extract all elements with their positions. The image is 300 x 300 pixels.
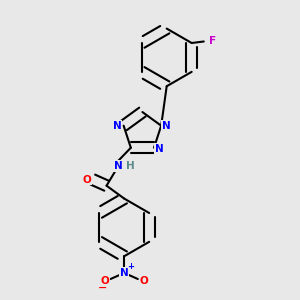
Text: O: O xyxy=(100,275,109,286)
Text: H: H xyxy=(126,161,135,171)
Text: N: N xyxy=(114,161,123,171)
Text: N: N xyxy=(155,144,164,154)
Text: N: N xyxy=(162,121,171,131)
Text: O: O xyxy=(82,175,91,184)
Text: +: + xyxy=(128,262,134,271)
Text: O: O xyxy=(140,275,148,286)
Text: N: N xyxy=(120,268,129,278)
Text: F: F xyxy=(209,37,217,46)
Text: N: N xyxy=(112,121,121,131)
Text: −: − xyxy=(98,283,107,293)
